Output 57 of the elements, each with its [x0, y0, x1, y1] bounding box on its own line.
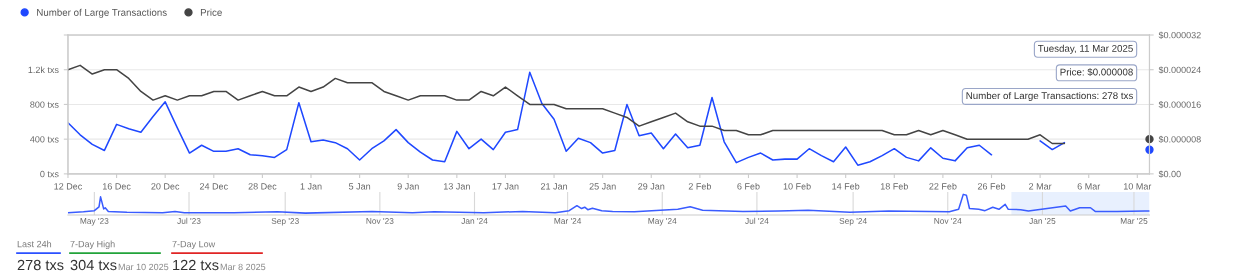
x-tick-label: Sep '24 [839, 218, 867, 226]
x-tick-label: 2 Mar [1029, 183, 1052, 190]
x-tick-label: 9 Jan [397, 183, 419, 190]
y2-tick-label: $0.000024 [1158, 66, 1201, 74]
y-tick-label: 800 txs [30, 101, 59, 108]
y-tick-label: 0 txs [40, 170, 59, 178]
y2-tick-label: $0.00 [1158, 170, 1181, 178]
x-tick-label: Jul '23 [177, 217, 201, 224]
annotation: Number of Large Transactions: 278 txs [966, 91, 1133, 101]
x-tick-label: 16 Dec [102, 183, 131, 190]
text: 278 txs [17, 259, 64, 271]
x-tick-label: Nov '23 [366, 218, 394, 224]
y2-tick-label: $0.000008 [1158, 135, 1201, 144]
text: 122 txs [173, 259, 219, 271]
x-tick-label: Nov '24 [934, 218, 962, 224]
x-tick-label: Mar '24 [554, 218, 582, 224]
text: Last 24h [17, 240, 52, 248]
annotation: Price: $0.000008 [1060, 68, 1133, 77]
y-tick-label: 1.2k txs [28, 66, 59, 74]
x-tick-label: 14 Feb [832, 182, 860, 190]
y2-tick-label: $0.000016 [1158, 101, 1201, 109]
x-tick-label: 25 Jan [589, 183, 616, 190]
x-tick-label: 29 Jan [638, 183, 665, 190]
x-tick-label: 10 Feb [783, 182, 811, 190]
text: Mar 8 2025 [220, 263, 266, 271]
x-tick-label: 28 Dec [248, 183, 277, 190]
annotation: Tuesday, 11 Mar 2025 [1038, 44, 1133, 54]
x-tick-label: May '23 [80, 218, 109, 226]
x-tick-label: 5 Jan [348, 183, 371, 190]
text: 304 txs [70, 259, 117, 271]
x-tick-label: 6 Feb [737, 182, 760, 190]
x-tick-label: 6 Mar [1077, 183, 1101, 190]
y-tick-label: 400 txs [30, 136, 59, 143]
y2-tick-label: $0.000032 [1158, 31, 1201, 39]
x-tick-label: 12 Dec [54, 183, 83, 190]
x-tick-label: Mar '25 [1120, 218, 1148, 224]
legend-label: Price [200, 8, 222, 16]
x-tick-label: 24 Dec [199, 183, 228, 190]
x-tick-label: 1 Jan [300, 183, 322, 190]
text: Mar 10 2025 [118, 263, 169, 271]
x-tick-label: 21 Jan [540, 183, 568, 190]
x-tick-label: 22 Feb [929, 182, 957, 190]
text: 7-Day Low [172, 240, 216, 250]
x-tick-label: Sep '23 [271, 218, 299, 226]
x-tick-label: Jan '25 [1029, 218, 1056, 224]
legend-label: Number of Large Transactions [37, 8, 167, 18]
x-tick-label: 17 Jan [492, 183, 519, 190]
x-tick-label: Jul '24 [745, 217, 769, 224]
x-tick-label: 2 Feb [688, 182, 712, 190]
x-tick-label: 26 Feb [977, 182, 1006, 190]
x-tick-label: 18 Feb [880, 182, 908, 190]
x-tick-label: May '24 [648, 218, 677, 226]
x-tick-label: 20 Dec [151, 183, 180, 190]
x-tick-label: Jan '24 [461, 218, 488, 224]
text: 7-Day High [70, 240, 115, 250]
x-tick-label: 13 Jan [443, 183, 470, 190]
x-tick-label: 10 Mar [1123, 183, 1152, 190]
